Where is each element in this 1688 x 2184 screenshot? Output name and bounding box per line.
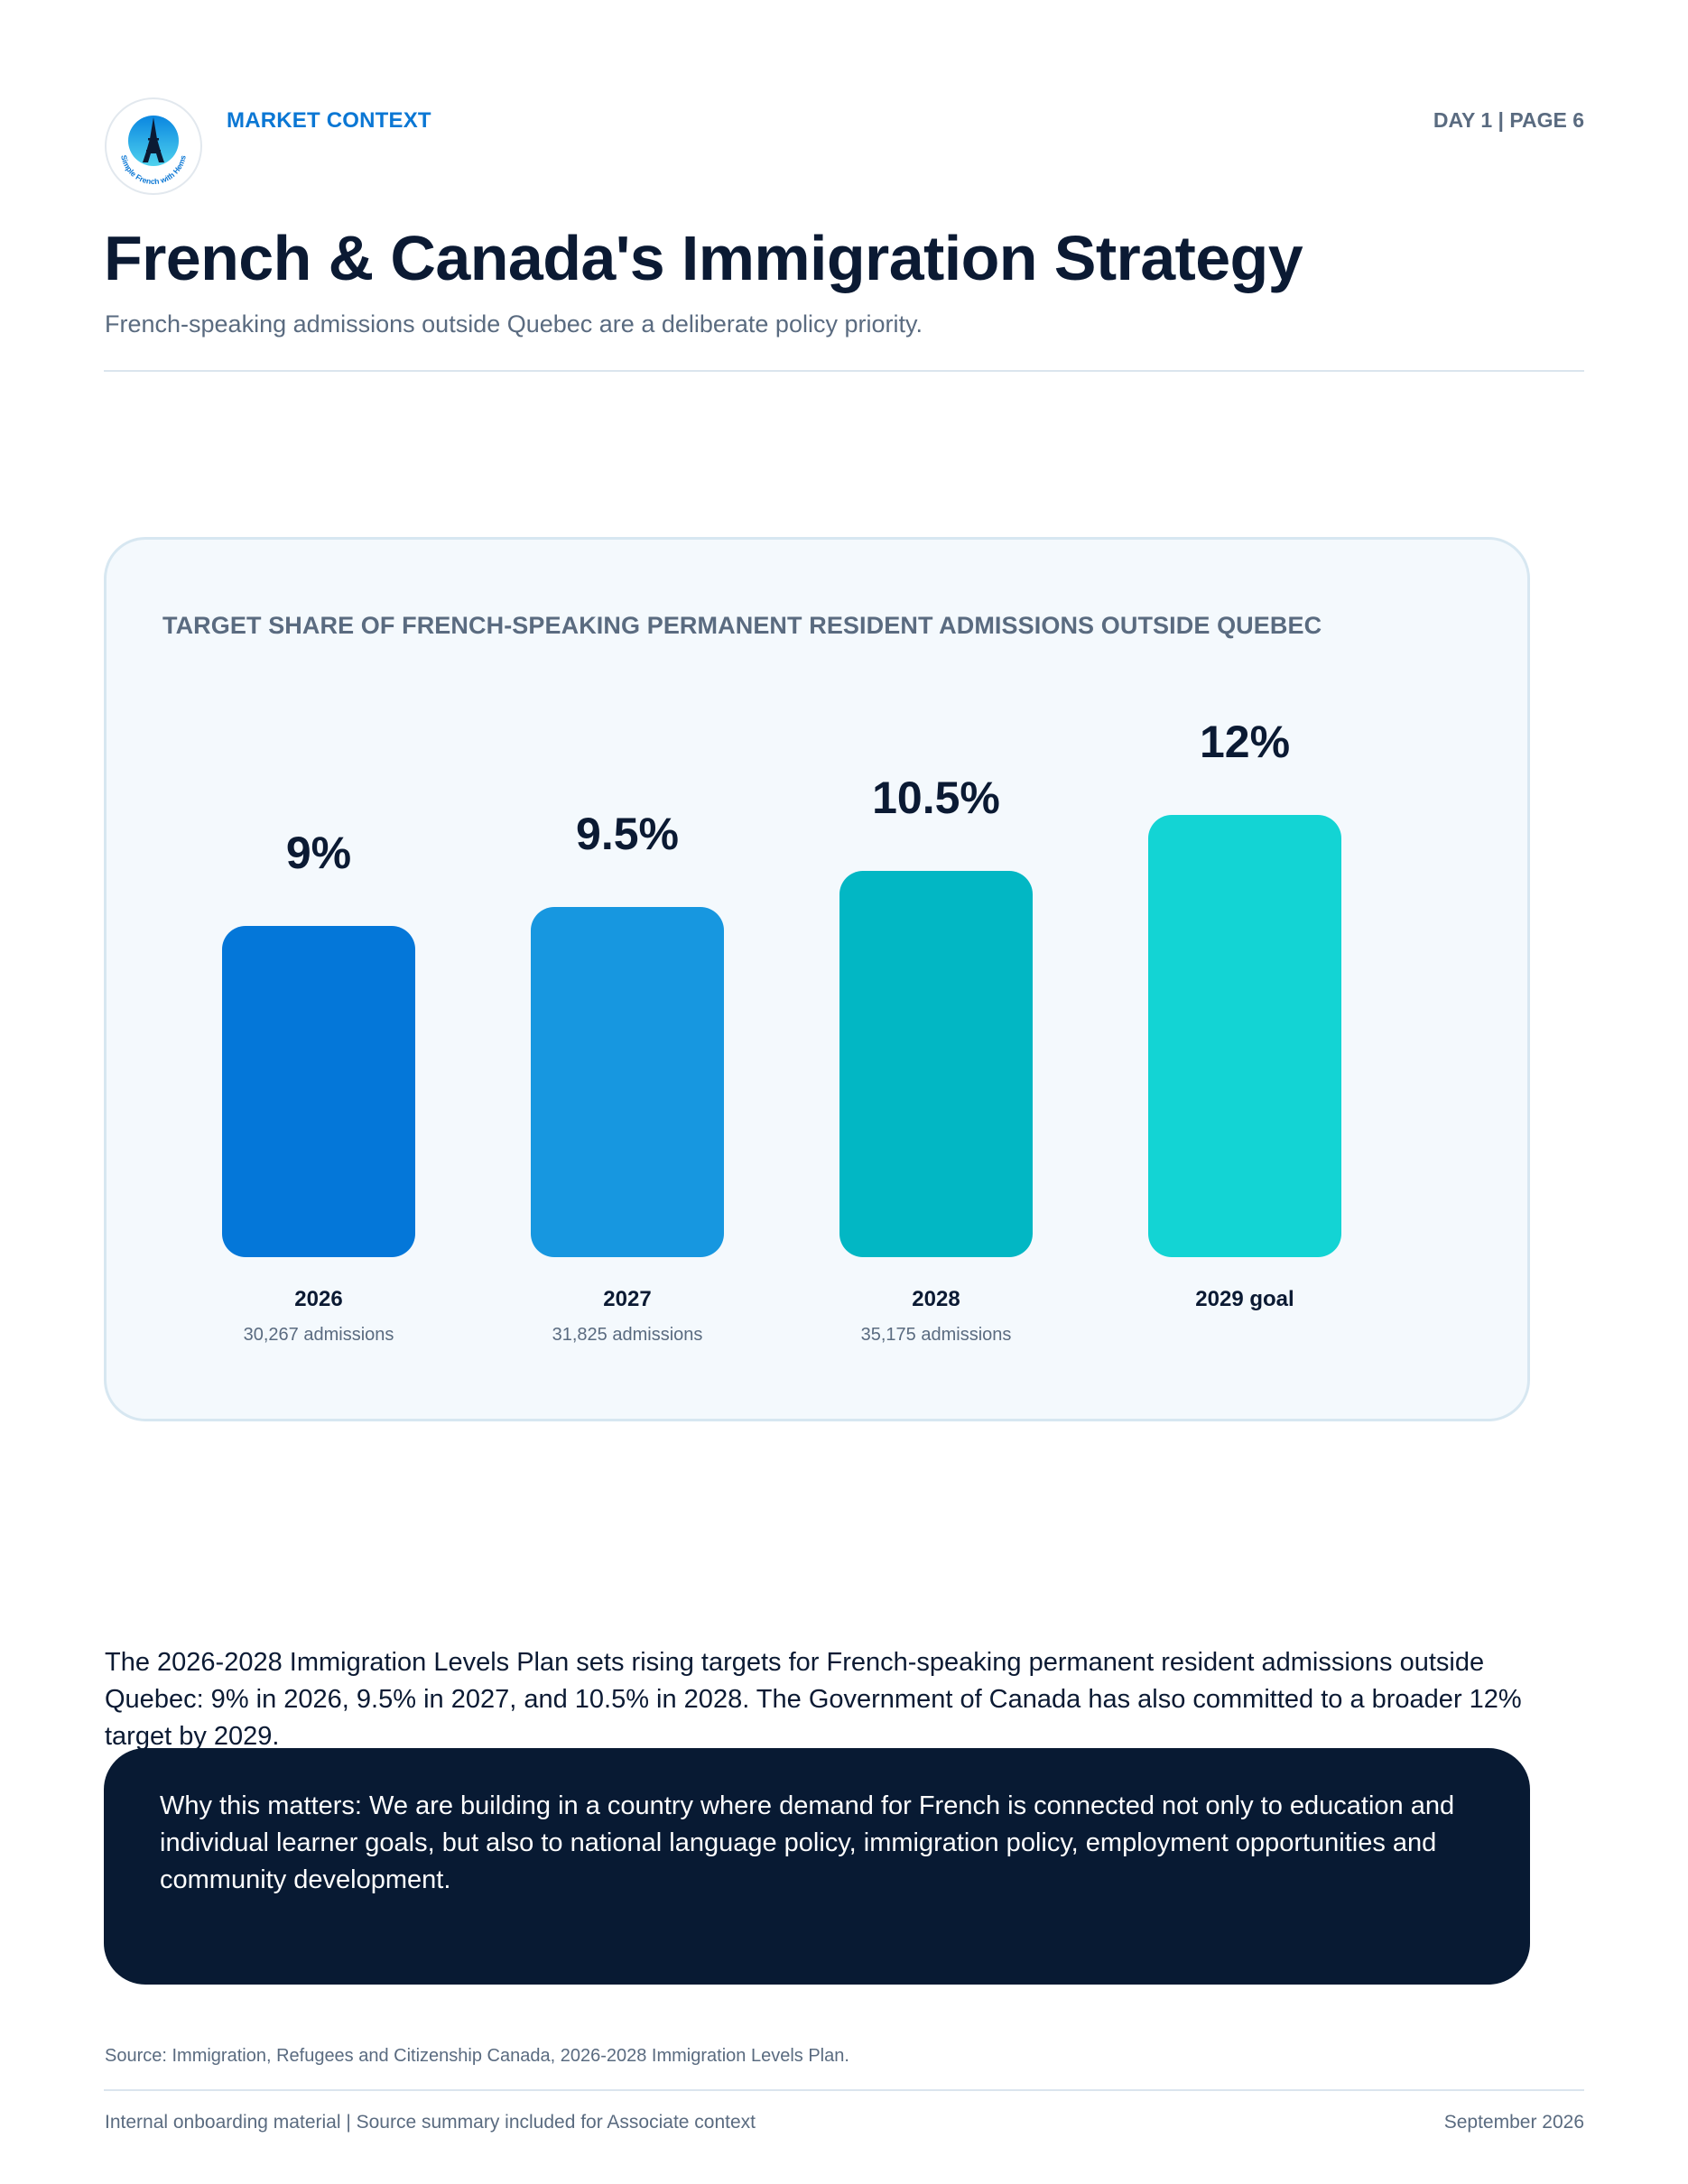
eiffel-tower-logo-icon: Simple French with Hems — [119, 116, 188, 186]
page-number: DAY 1 | PAGE 6 — [1433, 108, 1584, 132]
body-paragraph: The 2026-2028 Immigration Levels Plan se… — [105, 1648, 1522, 1751]
bar-value-label: 10.5% — [872, 772, 1000, 823]
bar-category-label: 2027 — [603, 1287, 652, 1311]
footer-left: Internal onboarding material | Source su… — [105, 2112, 756, 2133]
header-divider — [104, 370, 1584, 372]
bar-2026 — [222, 925, 415, 1257]
bar-category-label: 2028 — [912, 1287, 960, 1311]
bar-category-label: 2029 goal — [1195, 1287, 1294, 1311]
footer-divider — [104, 2089, 1584, 2091]
bar-admissions-note: 35,175 admissions — [860, 1325, 1012, 1345]
bar-2029-goal — [1148, 815, 1341, 1257]
chart-title: TARGET SHARE OF FRENCH-SPEAKING PERMANEN… — [162, 612, 1322, 639]
bar-admissions-note: 30,267 admissions — [243, 1325, 394, 1345]
bar-chart: 9% 2026 30,267 admissions 9.5% 2027 31,825 ad… — [107, 540, 1527, 1419]
page-title: French & Canada's Immigration Strategy — [104, 223, 1303, 293]
chart-card: TARGET SHARE OF FRENCH-SPEAKING PERMANEN… — [104, 537, 1530, 1421]
bar-value-label: 12% — [1199, 717, 1291, 768]
bar-category-label: 2026 — [294, 1287, 343, 1311]
page-subtitle: French-speaking admissions outside Quebe… — [105, 310, 923, 338]
source-note: Source: Immigration, Refugees and Citize… — [105, 2046, 849, 2066]
bar-2027 — [531, 907, 724, 1257]
bar-2028 — [839, 870, 1033, 1257]
callout-box: Why this matters: We are building in a c… — [104, 1748, 1530, 1985]
bar-admissions-note: 31,825 admissions — [552, 1325, 703, 1345]
callout-text: Why this matters: We are building in a c… — [160, 1791, 1455, 1894]
footer-date: September 2026 — [1443, 2112, 1584, 2133]
section-label: MARKET CONTEXT — [227, 108, 431, 133]
brand-logo: Simple French with Hems — [105, 97, 202, 195]
bar-value-label: 9% — [285, 827, 352, 878]
bar-value-label: 9.5% — [576, 809, 679, 860]
